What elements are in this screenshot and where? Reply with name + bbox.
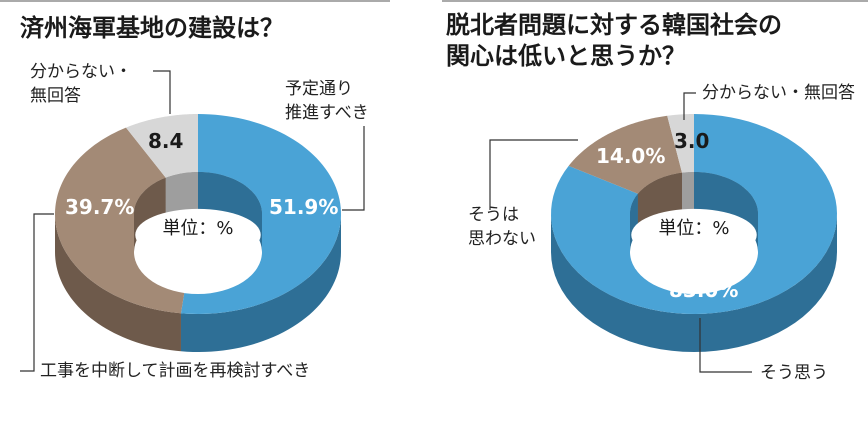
chart2-hole-wall-1-1 <box>694 172 758 252</box>
chart1-outer-wall-2 <box>55 214 181 352</box>
chart2-leader-line-3 <box>683 92 696 120</box>
chart1-unit-label: 単位：% <box>162 218 233 239</box>
chart1-donut <box>55 114 341 352</box>
chart1-category-label-3b: 無回答 <box>30 86 81 106</box>
chart2-outer-wall-1 <box>551 214 837 352</box>
chart1-leader-line-3 <box>153 70 171 114</box>
chart1-category-label-1a: 予定通り <box>285 79 353 99</box>
chart1-leader-line-2 <box>20 213 54 372</box>
chart1-value-label-3: 8.4 <box>148 129 183 153</box>
chart2-unit-label: 単位：% <box>658 218 729 239</box>
chart2-title-line2: 関心は低いと思うか？ <box>446 42 686 70</box>
chart1-hole-wall-3-2 <box>165 172 198 216</box>
chart2-slice-1 <box>551 114 837 314</box>
chart2-slice-2 <box>568 115 683 194</box>
chart1-category-label-3a: 分からない・ <box>30 62 132 82</box>
chart2-category-label-3: 分からない・無回答 <box>702 83 855 103</box>
chart2-value-label-3: 3.0 <box>674 129 709 153</box>
chart1-value-label-1: 51.9% <box>269 195 338 219</box>
chart1-slice-3 <box>125 114 198 178</box>
chart1-hole-wall-1-1 <box>198 172 262 252</box>
chart2-category-label-2b: 思わない <box>468 229 536 249</box>
chart2-leader-line-1 <box>699 318 752 373</box>
chart2-hole-wall-3-2 <box>682 172 694 211</box>
chart2-title-line1: 脱北者問題に対する韓国社会の <box>446 11 782 39</box>
chart1-leader-line-1 <box>342 126 365 211</box>
chart2-hole-center <box>631 208 757 261</box>
chart2-leader-line-2 <box>489 139 578 210</box>
chart2-category-label-1: そう思う <box>760 363 828 383</box>
chart1-value-label-2: 39.7% <box>65 195 134 219</box>
chart1-hole-center <box>135 208 261 261</box>
chart1-category-label-2: 工事を中断して計画を再検討すべき <box>40 361 310 381</box>
chart1-outer-wall-1 <box>180 214 341 352</box>
chart2-donut <box>551 114 837 352</box>
chart1-hole-wall-2-2 <box>134 177 166 252</box>
chart2-value-label-1: 83.0% <box>669 278 738 302</box>
chart2-slice-3 <box>667 114 694 173</box>
chart2-category-label-2a: そうは <box>468 205 519 225</box>
chart2-value-label-2: 14.0% <box>596 144 665 168</box>
chart1-title: 済州海軍基地の建設は？ <box>20 14 284 42</box>
chart1-category-label-1b: 推進すべき <box>285 103 369 123</box>
